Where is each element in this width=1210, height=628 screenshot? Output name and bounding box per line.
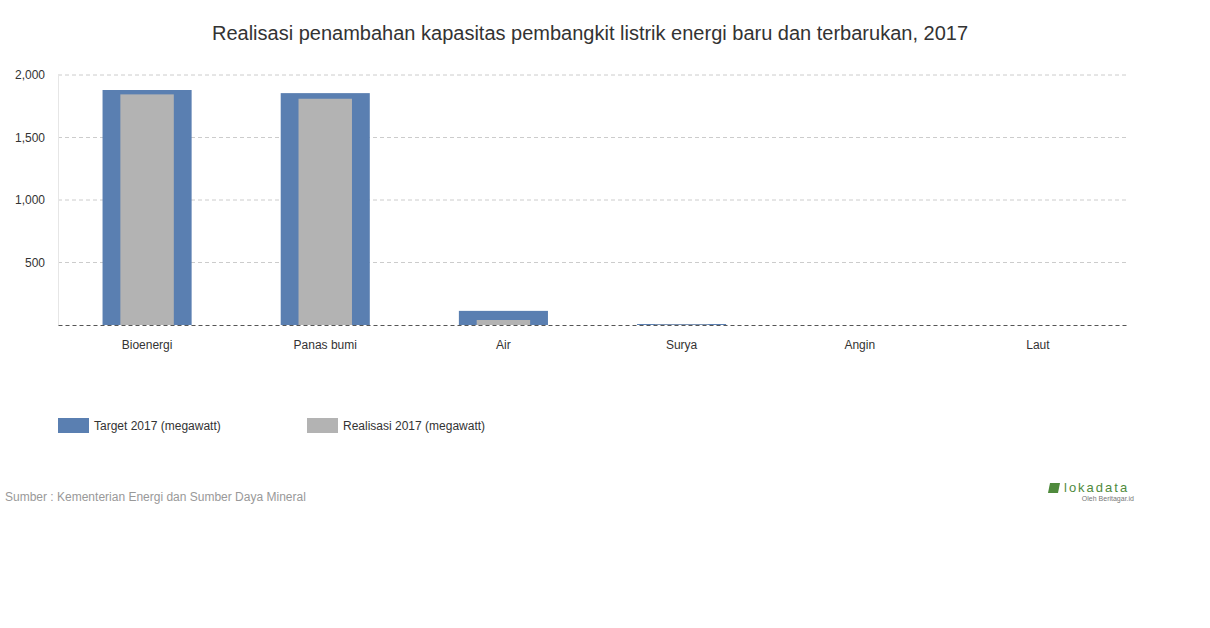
x-tick-label: Air bbox=[496, 338, 511, 352]
source: Sumber : Kementerian Energi dan Sumber D… bbox=[5, 490, 306, 504]
bar bbox=[637, 324, 726, 325]
grid bbox=[58, 75, 1127, 263]
x-tick-label: Panas bumi bbox=[294, 338, 357, 352]
bar bbox=[103, 90, 192, 325]
legend-swatch bbox=[58, 418, 89, 433]
y-axis: 500 1,000 1,500 2,000 bbox=[15, 68, 59, 325]
title: Realisasi penambahan kapasitas pembangki… bbox=[212, 22, 968, 44]
bar bbox=[993, 325, 1082, 326]
chart: Realisasi penambahan kapasitas pembangki… bbox=[0, 0, 1210, 628]
x-tick-label: Angin bbox=[844, 338, 875, 352]
y-axis-line bbox=[58, 76, 59, 326]
logo: lokadataOleh Beritagar.id bbox=[1048, 480, 1134, 503]
grid-line bbox=[58, 75, 1127, 76]
grid-line bbox=[58, 200, 1127, 201]
grid-line bbox=[58, 262, 1127, 263]
legend-label: Realisasi 2017 (megawatt) bbox=[343, 419, 485, 433]
x-tick-label: Laut bbox=[1026, 338, 1050, 352]
y-tick: 500 bbox=[25, 256, 58, 270]
y-tick-label: 1,500 bbox=[15, 131, 45, 145]
x-tick: Surya bbox=[666, 325, 698, 352]
series bbox=[120, 94, 708, 325]
bar bbox=[477, 320, 530, 325]
x-tick: Angin bbox=[844, 325, 875, 352]
grid-line bbox=[58, 137, 1127, 138]
bar bbox=[299, 99, 352, 325]
logo-text: lokadata bbox=[1064, 480, 1129, 495]
bar bbox=[815, 325, 904, 326]
y-tick-label: 2,000 bbox=[15, 68, 45, 82]
y-tick-label: 1,000 bbox=[15, 193, 45, 207]
bar bbox=[120, 94, 173, 325]
series bbox=[103, 90, 727, 325]
x-axis-line bbox=[59, 325, 1128, 326]
y-tick: 1,000 bbox=[15, 193, 58, 207]
x-tick-label: Surya bbox=[666, 338, 698, 352]
logo-icon bbox=[1048, 483, 1060, 493]
bars bbox=[103, 90, 727, 325]
bar bbox=[459, 311, 548, 325]
y-tick: 2,000 bbox=[15, 68, 58, 82]
y-tick: 1,500 bbox=[15, 131, 58, 145]
bar bbox=[833, 325, 886, 326]
x-axis: Bioenergi Panas bumi Air Surya Angin Laut bbox=[59, 325, 1128, 352]
y-tick-label: 500 bbox=[25, 256, 45, 270]
plot: 500 1,000 1,500 2,000 Bioenergi Panas bumi Air… bbox=[15, 68, 1128, 351]
x-tick: Bioenergi bbox=[122, 325, 173, 352]
legend-label: Target 2017 (megawatt) bbox=[94, 419, 221, 433]
legend-swatch bbox=[307, 418, 338, 433]
x-tick: Air bbox=[496, 325, 511, 352]
bar bbox=[1011, 325, 1064, 326]
bar bbox=[281, 93, 370, 325]
x-tick-label: Bioenergi bbox=[122, 338, 173, 352]
legend: Target 2017 (megawatt) Realisasi 2017 (me… bbox=[58, 418, 485, 433]
bar bbox=[655, 324, 708, 325]
logo-subtext: Oleh Beritagar.id bbox=[1082, 495, 1134, 503]
x-tick: Panas bumi bbox=[294, 325, 357, 352]
x-tick: Laut bbox=[1026, 325, 1050, 352]
